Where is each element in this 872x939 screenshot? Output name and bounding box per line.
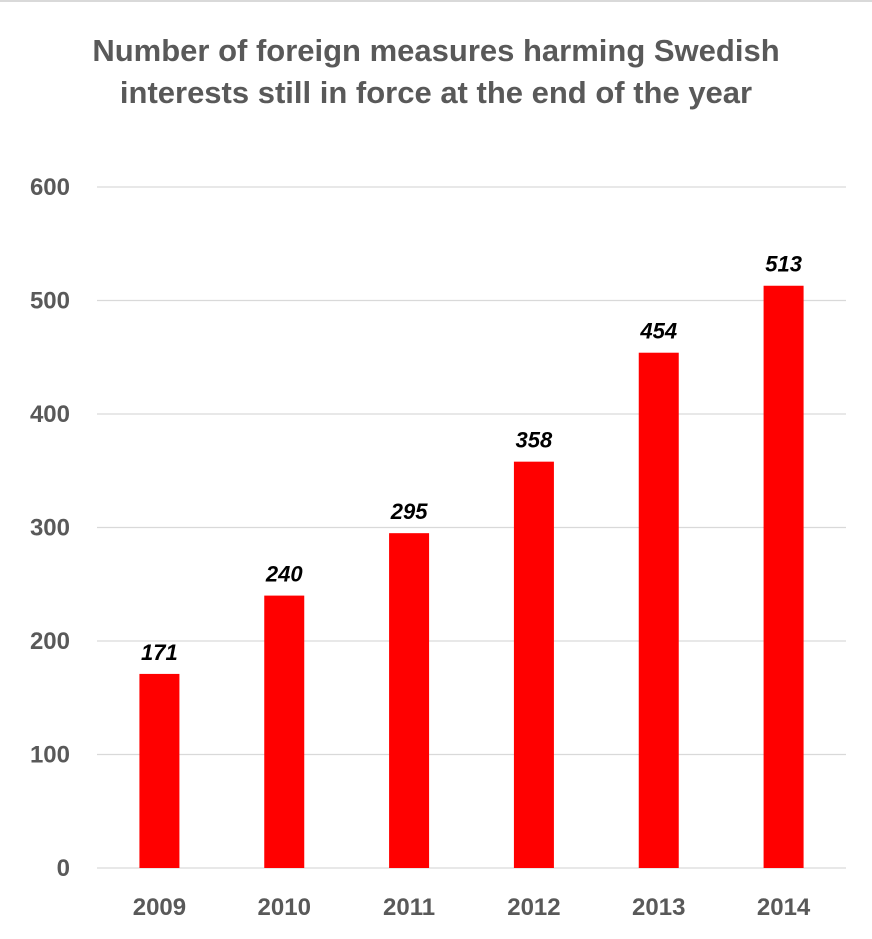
x-tick-label-2012: 2012 (507, 894, 560, 921)
y-tick-label: 100 (30, 742, 70, 769)
y-tick-label: 400 (30, 401, 70, 428)
x-tick-label-2013: 2013 (632, 894, 685, 921)
data-label-2013: 454 (639, 319, 677, 344)
bar-2012 (513, 461, 554, 868)
x-tick-label-2009: 2009 (133, 894, 186, 921)
data-label-2012: 358 (516, 428, 553, 453)
x-tick-label-2010: 2010 (258, 894, 311, 921)
x-tick-label-2011: 2011 (383, 894, 435, 921)
data-label-2010: 240 (265, 562, 303, 587)
y-tick-label: 200 (30, 628, 70, 655)
bar-2013 (638, 352, 679, 869)
y-tick-label: 600 (30, 174, 70, 201)
bar-2011 (389, 533, 430, 868)
chart-title: Number of foreign measures harming Swedi… (92, 33, 780, 110)
bar-2010 (264, 595, 305, 868)
bar-2014 (763, 285, 804, 868)
data-label-2011: 295 (390, 499, 428, 524)
data-label-2014: 513 (765, 252, 802, 277)
y-tick-label: 300 (30, 515, 70, 542)
bar-2009 (139, 673, 180, 868)
data-label-2009: 171 (141, 640, 178, 665)
x-tick-label-2014: 2014 (757, 894, 811, 921)
y-tick-label: 0 (57, 855, 70, 882)
y-tick-label: 500 (30, 288, 70, 315)
